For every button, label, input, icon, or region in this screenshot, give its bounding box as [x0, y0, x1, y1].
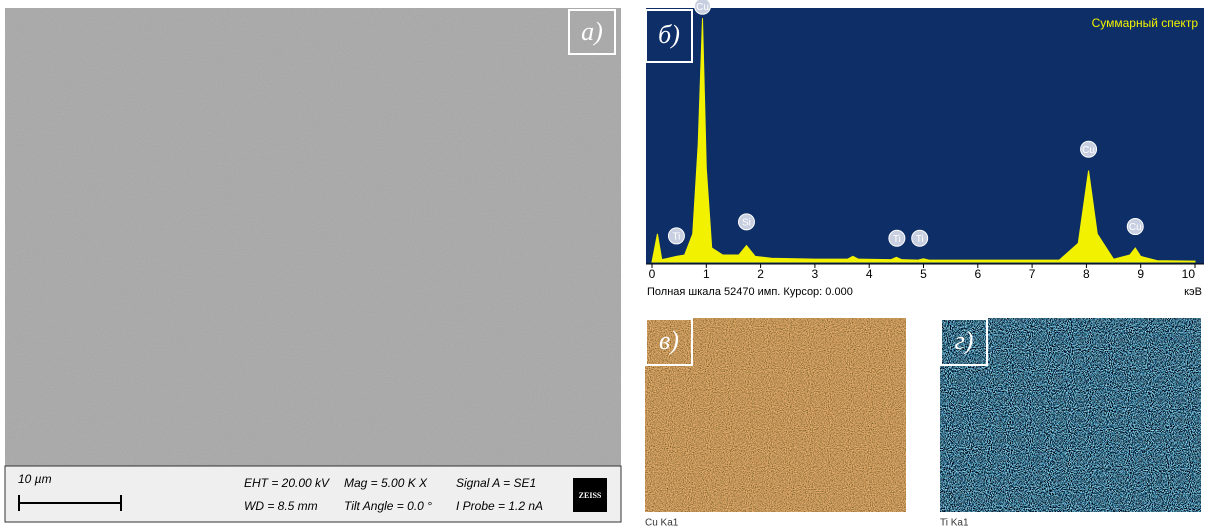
ti-map: [940, 318, 1201, 512]
plot-area: [646, 8, 1204, 264]
x-tick-label: 4: [866, 267, 873, 281]
info-text: Tilt Angle = 0.0 °: [344, 499, 432, 513]
sem-info-bar: [5, 466, 621, 522]
spectrum: Суммарный спектр Cu Ti Si Ti Ti Cu Cu 0 1 2 3 4 5 6 7 8 9…: [646, 0, 1204, 300]
info-text: EHT = 20.00 kV: [244, 476, 330, 490]
map-caption: Ti Ka1: [940, 518, 969, 529]
x-tick-label: 8: [1083, 267, 1090, 281]
x-tick-label: 1: [703, 267, 710, 281]
peak-label: Ti: [672, 232, 680, 243]
x-tick-label: 10: [1182, 267, 1196, 281]
panel-label: а): [581, 17, 603, 46]
x-tick-label: 5: [920, 267, 927, 281]
x-tick-label: 7: [1029, 267, 1036, 281]
peak-label: Cu: [1129, 222, 1142, 233]
peak-label: Si: [742, 218, 751, 229]
brand-text: ZEISS: [579, 491, 602, 500]
cu-map: [645, 318, 906, 512]
figure: а) 10 µm EHT = 20.00 kV Mag = 5.00 K X S…: [0, 0, 1207, 530]
peak-label: Cu: [1082, 145, 1095, 156]
x-tick-label: 6: [974, 267, 981, 281]
peak-label: Ti: [916, 234, 924, 245]
panel-label: б): [658, 20, 680, 49]
map-caption: Cu Ka1: [645, 518, 679, 529]
info-text: Signal A = SE1: [456, 476, 536, 490]
x-tick-label: 2: [757, 267, 764, 281]
x-tick-label: 9: [1137, 267, 1144, 281]
footer: Полная шкала 52470 имп. Курсор: 0.000: [647, 286, 853, 298]
info-text: I Probe = 1.2 nA: [456, 499, 543, 513]
sem-texture: [5, 8, 621, 466]
x-tick-label: 0: [649, 267, 656, 281]
peak-label: Cu: [696, 2, 709, 13]
scale-bar-label: 10 µm: [18, 472, 52, 486]
panel-label: г): [955, 326, 974, 355]
chart-title: Суммарный спектр: [1092, 16, 1199, 30]
x-tick-label: 3: [812, 267, 819, 281]
panel-label: в): [659, 326, 679, 355]
info-text: Mag = 5.00 K X: [344, 476, 428, 490]
peak-label: Ti: [893, 234, 901, 245]
x-unit: кэВ: [1184, 286, 1202, 298]
info-text: WD = 8.5 mm: [244, 499, 318, 513]
